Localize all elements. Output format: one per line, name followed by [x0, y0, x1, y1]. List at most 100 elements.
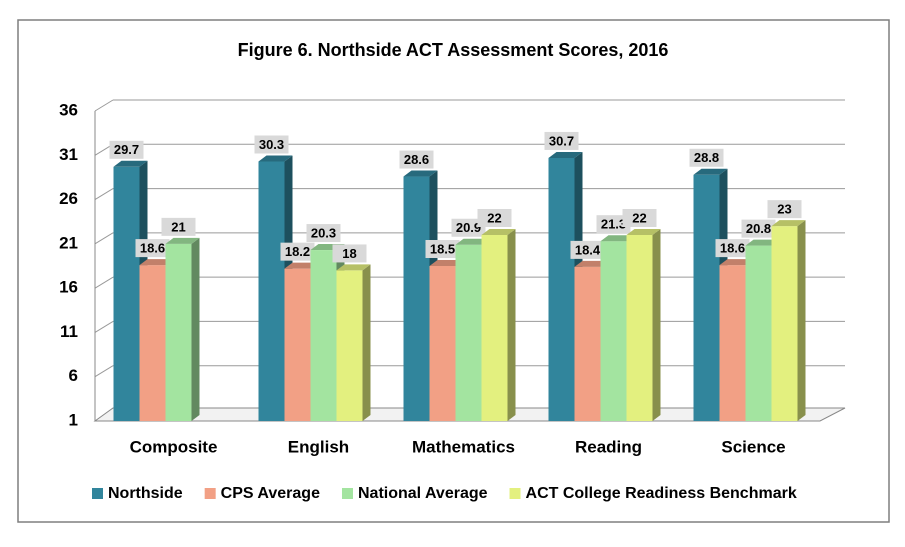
legend-swatch	[92, 488, 103, 499]
y-tick-label: 1	[69, 410, 78, 429]
bar-front	[745, 245, 772, 421]
grid-side	[94, 232, 114, 245]
legend-label: ACT College Readiness Benchmark	[526, 485, 797, 502]
bar-front	[548, 157, 575, 421]
data-label: 30.7	[549, 133, 574, 148]
bar-front	[771, 226, 798, 421]
bar	[626, 229, 661, 421]
bar-top	[455, 238, 490, 245]
data-label-box	[254, 135, 289, 154]
bar-top	[113, 160, 148, 167]
data-label-box	[109, 140, 144, 159]
data-label-box	[280, 242, 315, 261]
y-tick-label: 11	[60, 322, 78, 341]
data-label: 21.3	[601, 217, 626, 232]
bar-front	[165, 243, 192, 421]
bar-front	[258, 161, 285, 421]
x-tick-label: English	[288, 437, 349, 456]
bar-front	[574, 266, 601, 421]
data-label-box	[570, 240, 605, 259]
bar-front	[310, 250, 337, 421]
y-tick-label: 36	[59, 100, 78, 119]
legend-swatch	[204, 488, 216, 499]
bar-top	[719, 259, 754, 266]
bar-top	[429, 260, 464, 266]
bar-top	[336, 264, 371, 271]
x-tick-label: Mathematics	[412, 437, 515, 456]
data-label: 22	[632, 210, 646, 225]
chart-title: Figure 6. Northside ACT Assessment Score…	[238, 40, 669, 60]
bar-front	[139, 265, 166, 421]
legend-label: National Average	[358, 485, 488, 502]
bar-top	[258, 155, 293, 162]
data-label: 30.3	[259, 137, 284, 152]
bar-front	[626, 235, 653, 421]
bar-top	[165, 237, 200, 244]
bar-side	[797, 220, 806, 421]
x-tick-label: Reading	[575, 437, 642, 456]
grid-side	[94, 188, 114, 200]
bar	[336, 264, 371, 421]
data-label-box	[451, 218, 486, 237]
grid-side	[94, 365, 114, 378]
bar-side	[652, 229, 661, 421]
data-label-box	[715, 239, 750, 258]
bar-front	[693, 174, 720, 421]
data-label: 29.7	[114, 142, 139, 157]
bar-top	[600, 235, 635, 242]
data-label: 20.9	[456, 220, 481, 235]
bar	[481, 229, 516, 421]
y-tick-label: 16	[59, 278, 78, 297]
bar-top	[284, 262, 319, 269]
data-label: 22	[487, 210, 501, 225]
bar-top	[693, 168, 728, 175]
bar-top	[139, 259, 174, 266]
legend-label: Northside	[108, 485, 183, 502]
data-label: 21	[171, 219, 185, 234]
grid-line	[94, 99, 845, 112]
y-tick-label: 21	[59, 233, 78, 252]
bar-front	[719, 265, 746, 421]
data-label: 18.6	[720, 241, 745, 256]
data-label: 20.3	[311, 225, 336, 240]
y-tick-label: 31	[59, 145, 78, 164]
bar-top	[574, 260, 609, 267]
data-label-box	[477, 209, 512, 227]
legend-swatch	[341, 488, 353, 499]
bar-side	[362, 264, 371, 421]
bar-top	[771, 220, 806, 227]
y-tick-label: 6	[69, 366, 78, 385]
data-label: 18	[342, 246, 356, 261]
bar-front	[429, 266, 456, 421]
bar-top	[548, 151, 583, 158]
data-label-box	[689, 148, 724, 167]
data-label-box	[622, 209, 657, 227]
data-label-box	[596, 215, 631, 234]
data-label-box	[399, 150, 434, 169]
data-label: 18.2	[285, 244, 310, 259]
grid-side	[94, 276, 114, 289]
data-label: 18.6	[140, 241, 165, 256]
data-label-box	[306, 224, 341, 243]
bar-top	[481, 229, 516, 235]
bar-front	[600, 241, 627, 421]
bar-top	[403, 170, 438, 177]
data-label: 28.8	[694, 150, 719, 165]
bar-front	[403, 176, 430, 421]
data-label: 20.8	[746, 221, 771, 236]
x-tick-label: Composite	[130, 437, 218, 456]
legend-swatch	[509, 488, 521, 499]
data-label-box	[544, 131, 579, 150]
legend-label: CPS Average	[221, 485, 320, 502]
bar-top	[626, 229, 661, 235]
data-label-box	[767, 200, 802, 219]
bar-side	[191, 237, 200, 421]
bar-top	[745, 239, 780, 246]
data-label-box	[135, 239, 170, 258]
bar	[165, 237, 200, 421]
bar-front	[481, 235, 508, 421]
bar-front	[336, 270, 363, 421]
y-tick-label: 26	[59, 189, 78, 208]
data-label-box	[332, 244, 367, 263]
